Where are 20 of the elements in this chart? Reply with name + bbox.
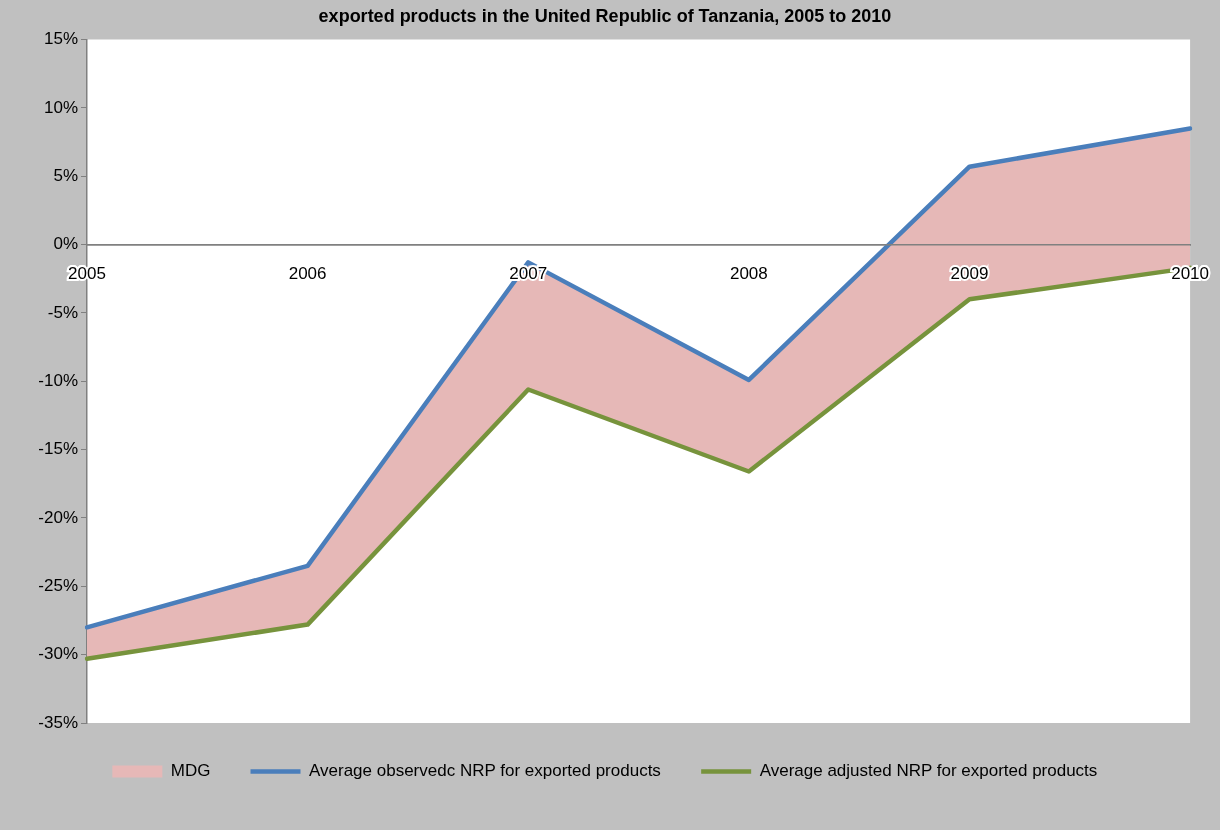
y-tick-label: -35% [38,712,78,732]
y-tick-label: 10% [43,97,78,117]
chart-title: exported products in the United Republic of Tanzania, 2005 to 2010 [318,5,892,26]
x-tick-label: 2005 [68,263,106,283]
y-tick-label: -5% [47,302,78,322]
y-tick-label: -20% [38,507,78,527]
legend-label: Average observedc NRP for exported products [309,761,661,781]
y-tick-label: 15% [43,29,78,49]
y-tick-label: 5% [53,165,78,185]
x-tick-label: 2008 [729,263,768,283]
y-tick-label: 0% [53,234,78,254]
legend-label: Average adjusted NRP for exported products [759,761,1098,781]
x-tick-label: 2009 [950,263,989,283]
legend-label: MDG [170,761,211,781]
x-tick-label: 2010 [1171,263,1209,283]
y-tick-label: -25% [38,576,78,596]
x-tick-label: 2006 [288,263,327,283]
y-tick-label: -30% [38,644,78,664]
y-tick-label: -10% [38,370,78,390]
y-tick-label: -15% [38,439,78,459]
